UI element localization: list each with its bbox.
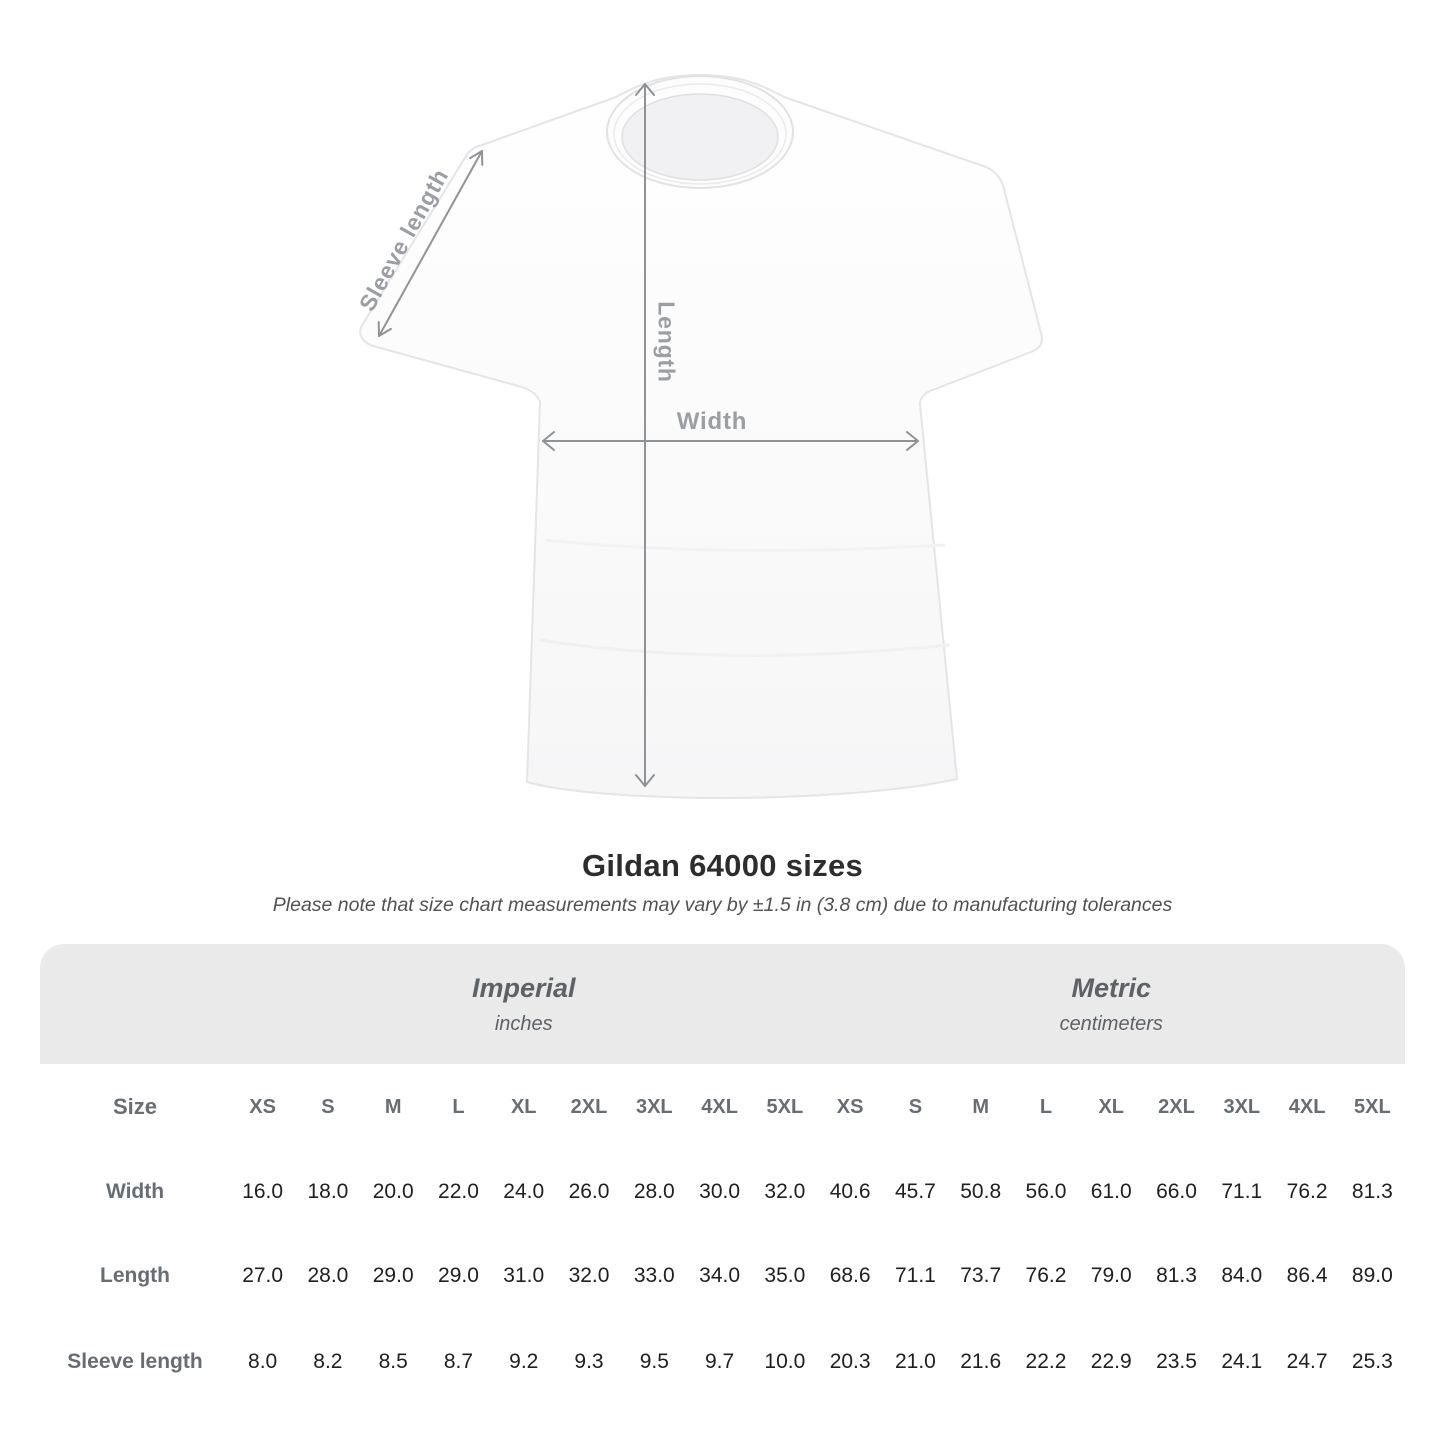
table-cell: 9.2 (509, 1350, 539, 1373)
size-column-header: Size (112, 1094, 158, 1119)
shirt-crease (539, 638, 951, 657)
table-cell: 10.0 (764, 1350, 806, 1373)
table-cell: 26.0 (568, 1180, 610, 1203)
size-table: Imperial inches Metric centimeters Size … (40, 944, 1405, 1406)
size-col-header: 5XL (766, 1095, 804, 1118)
table-cell: 30.0 (699, 1180, 741, 1203)
table-cell: 34.0 (699, 1264, 741, 1287)
size-col-header: M (384, 1095, 402, 1118)
table-cell: 56.0 (1025, 1180, 1067, 1203)
table-cell: 73.7 (960, 1264, 1002, 1287)
size-col-header: 4XL (701, 1095, 738, 1118)
metric-unit-label: centimeters (1059, 1012, 1163, 1035)
size-col-header: 3XL (1223, 1095, 1261, 1118)
table-cell: 61.0 (1090, 1180, 1132, 1203)
table-cell: 76.2 (1025, 1264, 1067, 1287)
table-cell: 31.0 (503, 1264, 545, 1287)
table-cell: 40.6 (829, 1180, 871, 1203)
table-cell: 8.2 (313, 1350, 343, 1373)
table-cell: 8.5 (378, 1350, 408, 1373)
table-cell: 28.0 (307, 1264, 349, 1287)
page-title: Gildan 64000 sizes (581, 848, 864, 883)
table-cell: 35.0 (764, 1264, 806, 1287)
size-col-header: 2XL (570, 1095, 608, 1118)
table-cell: 29.0 (438, 1264, 479, 1287)
size-col-header: L (1039, 1095, 1053, 1118)
table-cell: 33.0 (633, 1264, 675, 1287)
table-cell: 32.0 (568, 1264, 610, 1287)
table-cell: 9.7 (704, 1350, 735, 1373)
table-cell: 81.3 (1351, 1180, 1393, 1203)
imperial-unit-label: inches (494, 1012, 553, 1035)
size-col-header: 4XL (1288, 1095, 1326, 1118)
table-cell: 29.0 (372, 1264, 414, 1287)
row-label-width: Width (105, 1180, 165, 1203)
table-cell: 18.0 (307, 1180, 349, 1203)
width-arrow (542, 431, 919, 451)
table-cell: 24.1 (1221, 1350, 1263, 1373)
table-cell: 22.9 (1090, 1350, 1132, 1373)
row-label-length: Length (100, 1264, 170, 1287)
tshirt-silhouette (359, 74, 1043, 799)
table-cell: 79.0 (1090, 1264, 1132, 1287)
size-col-header: XL (510, 1095, 537, 1118)
length-label: Length (653, 301, 680, 383)
metric-group-header: Metric centimeters (817, 944, 1405, 1064)
tshirt-image (359, 74, 1043, 799)
table-cell: 24.0 (503, 1180, 545, 1203)
collar-opening (621, 93, 779, 181)
tolerance-note: Please note that size chart measurements… (272, 894, 1173, 916)
table-cell: 71.1 (894, 1264, 936, 1287)
table-cell: 28.0 (633, 1180, 675, 1203)
size-col-header: 3XL (635, 1095, 673, 1118)
table-cell: 89.0 (1351, 1264, 1393, 1287)
sleeve-length-arrow (377, 150, 484, 337)
metric-label: Metric (1071, 972, 1152, 1003)
table-cell: 27.0 (242, 1264, 284, 1287)
table-cell: 8.0 (248, 1350, 278, 1373)
length-arrow (635, 83, 655, 787)
size-col-header: 2XL (1158, 1095, 1195, 1118)
shirt-crease (544, 538, 946, 552)
size-col-header: XL (1098, 1095, 1125, 1118)
table-cell: 22.0 (438, 1180, 479, 1203)
size-col-header: XS (836, 1095, 864, 1118)
table-cell: 20.3 (829, 1350, 871, 1373)
collar-rim (613, 83, 787, 185)
band-spacer (40, 944, 230, 1064)
row-label-sleeve-length: Sleeve length (67, 1350, 203, 1373)
table-cell: 21.0 (894, 1350, 936, 1373)
table-cell: 8.7 (443, 1350, 474, 1373)
table-cell: 21.6 (960, 1350, 1002, 1373)
table-cell: 66.0 (1156, 1180, 1197, 1203)
table-cell: 86.4 (1286, 1264, 1328, 1287)
table-cell: 32.0 (764, 1180, 806, 1203)
tshirt-diagram: Sleeve length Length Width (354, 74, 1043, 799)
size-col-header: XS (249, 1095, 276, 1118)
size-col-header: S (321, 1095, 335, 1118)
table-cell: 50.8 (960, 1180, 1002, 1203)
table-cell: 76.2 (1286, 1180, 1328, 1203)
table-cell: 9.3 (574, 1350, 604, 1373)
imperial-group-header: Imperial inches (230, 944, 818, 1064)
size-col-header: 5XL (1354, 1095, 1391, 1118)
imperial-label: Imperial (471, 972, 576, 1003)
table-cell: 25.3 (1351, 1350, 1393, 1373)
width-label: Width (676, 408, 748, 435)
table-cell: 71.1 (1221, 1180, 1263, 1203)
table-cell: 22.2 (1025, 1350, 1067, 1373)
table-cell: 81.3 (1156, 1264, 1197, 1287)
table-cell: 45.7 (894, 1180, 936, 1203)
size-col-header: M (972, 1095, 990, 1118)
size-col-header: L (452, 1095, 465, 1118)
table-cell: 84.0 (1221, 1264, 1263, 1287)
table-cell: 9.5 (639, 1350, 669, 1373)
table-cell: 23.5 (1156, 1350, 1197, 1373)
table-cell: 24.7 (1286, 1350, 1328, 1373)
table-cell: 16.0 (242, 1180, 284, 1203)
table-cell: 68.6 (829, 1264, 871, 1287)
table-cell: 20.0 (372, 1180, 414, 1203)
size-col-header: S (908, 1095, 923, 1118)
